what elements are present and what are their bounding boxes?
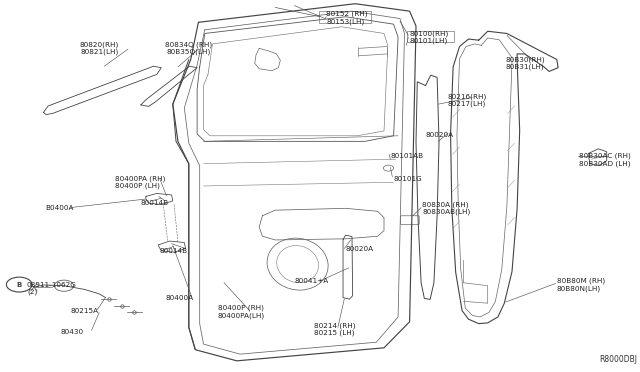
- Text: 80834Q (RH)
80B35Q(LH): 80834Q (RH) 80B35Q(LH): [165, 41, 212, 55]
- Text: 80B80M (RH)
80B80N(LH): 80B80M (RH) 80B80N(LH): [557, 278, 605, 292]
- Text: 80041+A: 80041+A: [294, 278, 329, 284]
- FancyBboxPatch shape: [319, 11, 371, 23]
- Text: 80100(RH)
80101(LH): 80100(RH) 80101(LH): [410, 30, 449, 44]
- Text: R8000DBJ: R8000DBJ: [599, 355, 637, 364]
- Text: 80B30(RH)
80B31(LH): 80B30(RH) 80B31(LH): [506, 56, 545, 70]
- Text: 80820(RH)
80821(LH): 80820(RH) 80821(LH): [79, 41, 119, 55]
- Text: 80400A: 80400A: [165, 295, 193, 301]
- Text: 80020A: 80020A: [426, 132, 454, 138]
- Text: 80101AB: 80101AB: [390, 153, 424, 159]
- Text: B: B: [17, 282, 22, 288]
- Text: B0400A: B0400A: [45, 205, 74, 211]
- Text: 80430: 80430: [61, 329, 84, 335]
- Text: 80014B: 80014B: [160, 248, 188, 254]
- FancyBboxPatch shape: [407, 31, 454, 42]
- Text: 80215A: 80215A: [70, 308, 99, 314]
- Text: 80020A: 80020A: [346, 246, 374, 252]
- Text: 80214 (RH)
80215 (LH): 80214 (RH) 80215 (LH): [314, 322, 355, 336]
- Text: 80101G: 80101G: [394, 176, 422, 182]
- Text: 80400PA (RH)
80400P (LH): 80400PA (RH) 80400P (LH): [115, 175, 166, 189]
- Text: 80014B: 80014B: [141, 200, 169, 206]
- Text: 80B30AC (RH)
80B30AD (LH): 80B30AC (RH) 80B30AD (LH): [579, 153, 631, 167]
- Text: 80830A (RH)
80830AB(LH): 80830A (RH) 80830AB(LH): [422, 201, 470, 215]
- Text: 80400P (RH)
80400PA(LH): 80400P (RH) 80400PA(LH): [218, 305, 265, 319]
- Text: 80216(RH)
80217(LH): 80216(RH) 80217(LH): [448, 93, 487, 108]
- Text: 80152 (RH)
80153(LH): 80152 (RH) 80153(LH): [326, 11, 368, 25]
- Text: 08911-1062G
(2): 08911-1062G (2): [27, 282, 77, 295]
